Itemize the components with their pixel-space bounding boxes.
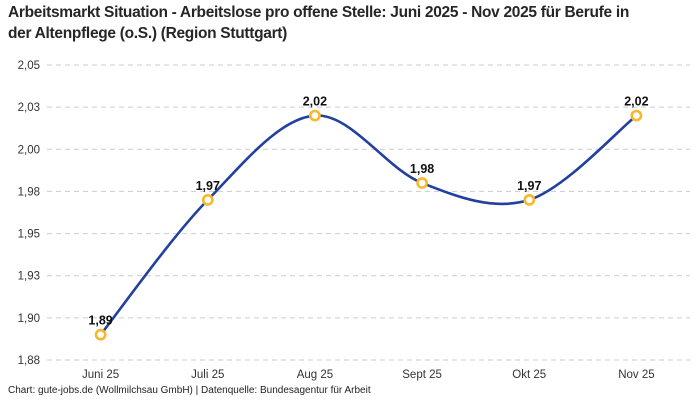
x-axis-tick-label: Okt 25 [512,369,546,381]
data-point-label: 1,97 [517,179,541,193]
y-axis-tick-label: 1,90 [18,313,40,325]
data-point-marker [308,109,321,122]
data-point-marker [416,177,428,189]
data-point-label: 2,02 [624,95,648,109]
x-axis-tick-label: Nov 25 [618,369,654,381]
y-axis-tick-label: 2,03 [18,102,40,114]
data-point-label: 2,02 [303,95,327,109]
chart-source-credit: Chart: gute-jobs.de (Wollmilchsau GmbH) … [8,385,371,396]
data-point-marker [523,193,536,206]
data-point-marker [94,328,107,341]
data-point-marker [630,109,643,122]
chart-title: Arbeitsmarkt Situation - Arbeitslose pro… [8,4,629,42]
data-point-label: 1,98 [410,162,434,176]
data-point-label: 1,89 [88,314,112,328]
y-axis-tick-label: 2,05 [18,60,40,72]
data-series-line [99,114,638,336]
y-axis-tick-label: 1,98 [18,186,40,198]
x-axis-tick-label: Juni 25 [82,369,119,381]
y-axis-tick-label: 1,95 [18,229,40,241]
x-axis-tick-label: Sept 25 [402,369,442,381]
y-axis-tick-label: 1,93 [18,271,40,283]
y-axis-tick-label: 1,88 [18,355,40,367]
data-point-label: 1,97 [196,179,220,193]
x-axis-tick-label: Juli 25 [191,369,224,381]
data-point-marker [201,193,214,206]
y-axis-tick-label: 2,00 [18,144,40,156]
x-axis-tick-label: Aug 25 [297,369,333,381]
